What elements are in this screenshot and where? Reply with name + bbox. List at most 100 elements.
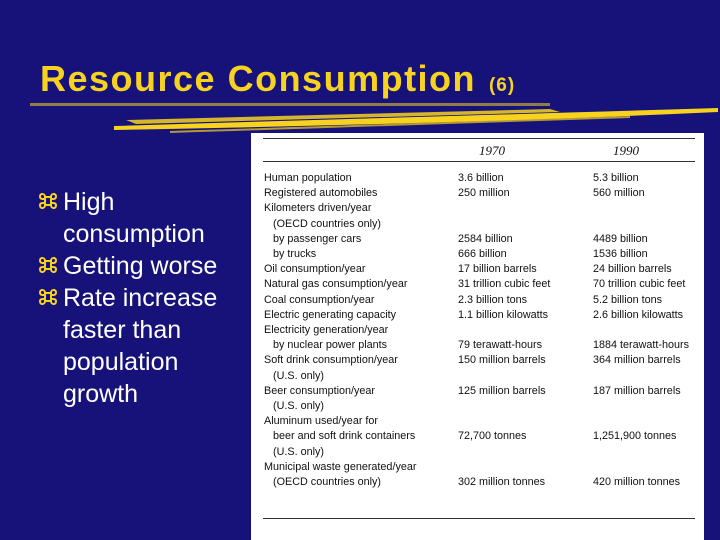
bullet-item: Rate increase faster than population gro…	[38, 282, 248, 410]
bullet-item: Getting worse	[38, 250, 248, 282]
table-top-rule	[263, 138, 695, 139]
table-row: Beer consumption/year 125 million barrels…	[264, 384, 698, 399]
bullet-text: Getting worse	[63, 252, 218, 280]
table-row: Oil consumption/year 17 billion barrels 24…	[264, 262, 698, 277]
value-1970	[458, 445, 593, 460]
row-label: Registered automobiles	[264, 187, 378, 200]
row-label: Aluminum used/year for	[264, 415, 379, 428]
value-1990: 24 billion barrels	[593, 263, 672, 276]
row-label: by trucks	[273, 248, 317, 261]
table-body: Human population 3.6 billion 5.3 billion Re…	[264, 171, 698, 490]
row-label: Natural gas consumption/year	[264, 278, 408, 291]
value-1990: 5.2 billion tons	[593, 293, 663, 306]
table-row: Aluminum used/year for	[264, 414, 698, 429]
table-bottom-rule	[263, 518, 695, 519]
value-1970: 2.3 billion tons	[458, 293, 528, 306]
table-row: Electric generating capacity 1.1 billion …	[264, 308, 698, 323]
value-1990	[593, 445, 698, 460]
row-label: Beer consumption/year	[264, 384, 376, 397]
column-header-1970: 1970	[479, 143, 505, 158]
value-1990	[593, 399, 698, 414]
value-1990	[593, 201, 698, 216]
table-row: (OECD countries only) 302 million tonnes 4…	[264, 475, 698, 490]
value-1970	[458, 460, 593, 475]
table-row: Municipal waste generated/year	[264, 460, 698, 475]
table-row: by trucks 666 billion 1536 billion	[264, 247, 698, 262]
value-1970: 250 million	[458, 187, 510, 200]
bullet-list: High consumption Getting worse Rate incr…	[38, 186, 248, 410]
row-label: (U.S. only)	[273, 445, 324, 458]
resource-table-image: 1970 1990 Human population 3.6 billion 5.3…	[251, 133, 704, 540]
row-label: Electric generating capacity	[264, 308, 397, 321]
value-1990: 560 million	[593, 187, 645, 200]
value-1970: 31 trillion cubic feet	[458, 278, 551, 291]
column-header-1990: 1990	[613, 143, 639, 158]
value-1990	[593, 323, 698, 338]
bullet-text: Rate increase faster than population gro…	[63, 284, 218, 408]
slide-title: Resource Consumption (6)	[40, 58, 515, 100]
table-row: Coal consumption/year 2.3 billion tons 5.2…	[264, 293, 698, 308]
bullet-item: High consumption	[38, 186, 248, 250]
table-row: Kilometers driven/year	[264, 201, 698, 216]
row-label: (OECD countries only)	[273, 217, 382, 230]
command-key-bullet-icon	[38, 192, 58, 210]
table-row: Human population 3.6 billion 5.3 billion	[264, 171, 698, 186]
slide-number: (6)	[488, 75, 516, 96]
slide-title-text: Resource Consumption	[40, 58, 477, 99]
value-1990: 1536 billion	[593, 248, 648, 261]
value-1970	[458, 399, 593, 414]
value-1970: 150 million barrels	[458, 354, 546, 367]
row-label: Human population	[264, 172, 352, 184]
row-label: Kilometers driven/year	[264, 202, 372, 215]
row-label: Oil consumption/year	[264, 263, 366, 276]
table-row: Natural gas consumption/year 31 trillion …	[264, 277, 698, 292]
row-label: (OECD countries only)	[273, 476, 382, 489]
row-label: Electricity generation/year	[264, 324, 389, 337]
value-1970	[458, 414, 593, 429]
value-1970: 17 billion barrels	[458, 263, 537, 276]
row-label: beer and soft drink containers	[273, 430, 416, 443]
value-1970	[458, 217, 593, 232]
row-label: by passenger cars	[273, 232, 362, 245]
value-1990	[593, 414, 698, 429]
table-row: beer and soft drink containers 72,700 ton…	[264, 429, 698, 444]
value-1990: 5.3 billion	[593, 172, 639, 184]
table-row: Electricity generation/year	[264, 323, 698, 338]
value-1990	[593, 369, 698, 384]
value-1970: 2584 billion	[458, 232, 513, 245]
value-1990: 70 trillion cubic feet	[593, 278, 686, 291]
value-1990: 1884 terawatt-hours	[593, 339, 690, 352]
row-label: Soft drink consumption/year	[264, 354, 398, 367]
row-label: by nuclear power plants	[273, 339, 388, 352]
table-row: by passenger cars 2584 billion 4489 billio…	[264, 232, 698, 247]
value-1970	[458, 201, 593, 216]
table-row: by nuclear power plants 79 terawatt-hours…	[264, 338, 698, 353]
value-1970: 1.1 billion kilowatts	[458, 308, 549, 321]
row-label: (U.S. only)	[273, 369, 324, 382]
value-1990	[593, 460, 698, 475]
resource-table: Human population 3.6 billion 5.3 billion Re…	[264, 171, 698, 490]
table-row: Registered automobiles 250 million 560 mil…	[264, 186, 698, 201]
value-1990: 4489 billion	[593, 232, 648, 245]
value-1970	[458, 323, 593, 338]
title-underline-brush	[30, 103, 718, 133]
value-1970: 302 million tonnes	[458, 476, 546, 489]
value-1990	[593, 217, 698, 232]
value-1970: 72,700 tonnes	[458, 430, 527, 443]
value-1970: 3.6 billion	[458, 172, 504, 184]
value-1990: 2.6 billion kilowatts	[593, 308, 684, 321]
command-key-bullet-icon	[38, 288, 58, 306]
command-key-bullet-icon	[38, 256, 58, 274]
value-1990: 187 million barrels	[593, 384, 681, 397]
bullet-text: High consumption	[63, 188, 205, 248]
value-1970	[458, 369, 593, 384]
table-row: (OECD countries only)	[264, 217, 698, 232]
value-1970: 666 billion	[458, 248, 507, 261]
row-label: Municipal waste generated/year	[264, 460, 417, 473]
value-1990: 1,251,900 tonnes	[593, 430, 677, 443]
table-row: Soft drink consumption/year 150 million b…	[264, 353, 698, 368]
value-1970: 125 million barrels	[458, 384, 546, 397]
table-row: (U.S. only)	[264, 399, 698, 414]
value-1990: 364 million barrels	[593, 354, 681, 367]
